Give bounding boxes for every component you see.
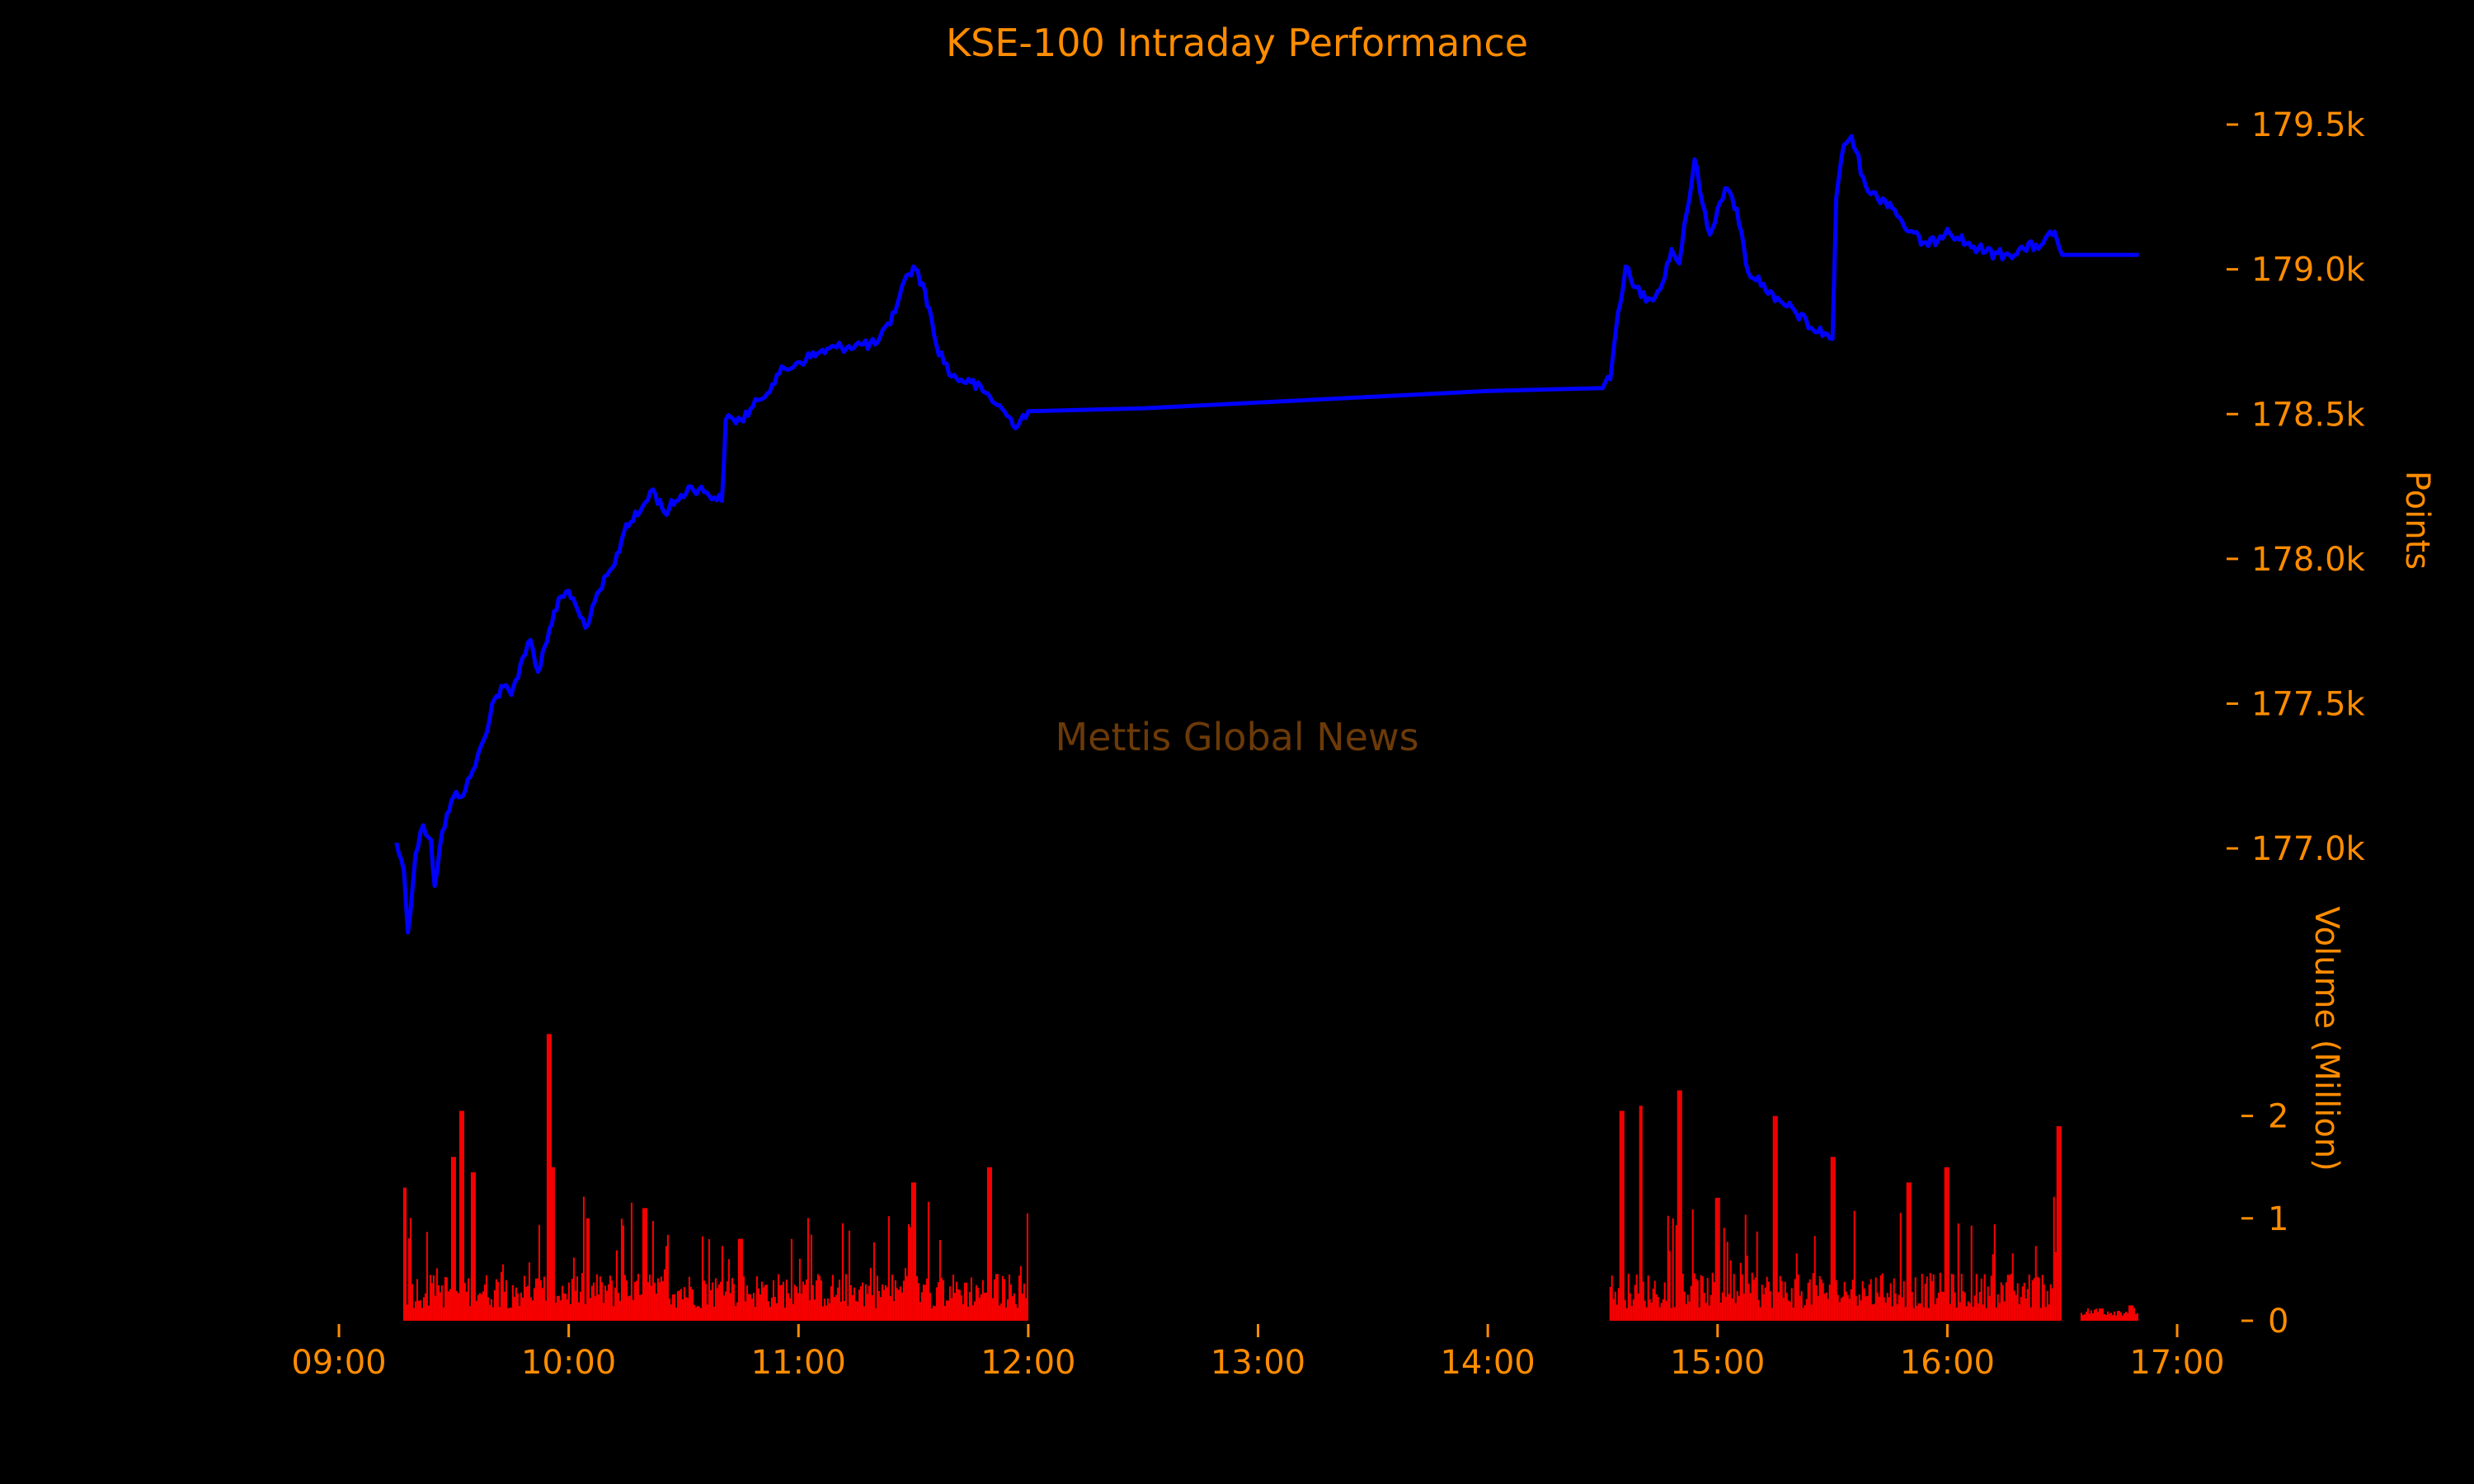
volume-tick-label: 2 [2268,1098,2288,1136]
time-axis: 09:00 10:00 11:00 12:00 13:00 14:00 15:00 16:00… [291,1324,2225,1382]
time-tick-label: 10:00 [521,1344,616,1382]
price-tick-label: 177.5k [2251,685,2366,723]
volume-axis: 0 1 2 [2241,1098,2288,1341]
price-tick-label: 178.0k [2251,541,2366,579]
time-tick-label: 12:00 [981,1344,1075,1382]
time-tick-label: 17:00 [2129,1344,2224,1382]
time-tick-label: 11:00 [751,1344,846,1382]
volume-tick-label: 1 [2268,1200,2288,1238]
time-tick-label: 14:00 [1440,1344,1535,1382]
price-tick-label: 179.5k [2251,106,2366,144]
volume-bars [402,1034,2138,1321]
volume-tick-label: 0 [2268,1303,2288,1341]
time-tick-label: 13:00 [1211,1344,1305,1382]
time-tick-label: 09:00 [291,1344,386,1382]
time-tick-label: 15:00 [1670,1344,1765,1382]
price-tick-label: 177.0k [2251,830,2366,868]
chart-title: KSE-100 Intraday Performance [946,21,1528,65]
price-line-group [394,134,2139,935]
price-line [394,134,2139,935]
price-tick-label: 178.5k [2251,396,2366,434]
price-axis-label: Points [2398,471,2436,570]
volume-axis-label: Volume (Million) [2307,906,2345,1171]
price-tick-label: 179.0k [2251,251,2366,289]
price-axis: 177.0k 177.5k 178.0k 178.5k 179.0k 179.5k [2227,106,2366,868]
time-tick-label: 16:00 [1900,1344,1995,1382]
watermark-text: Mettis Global News [1055,715,1418,759]
